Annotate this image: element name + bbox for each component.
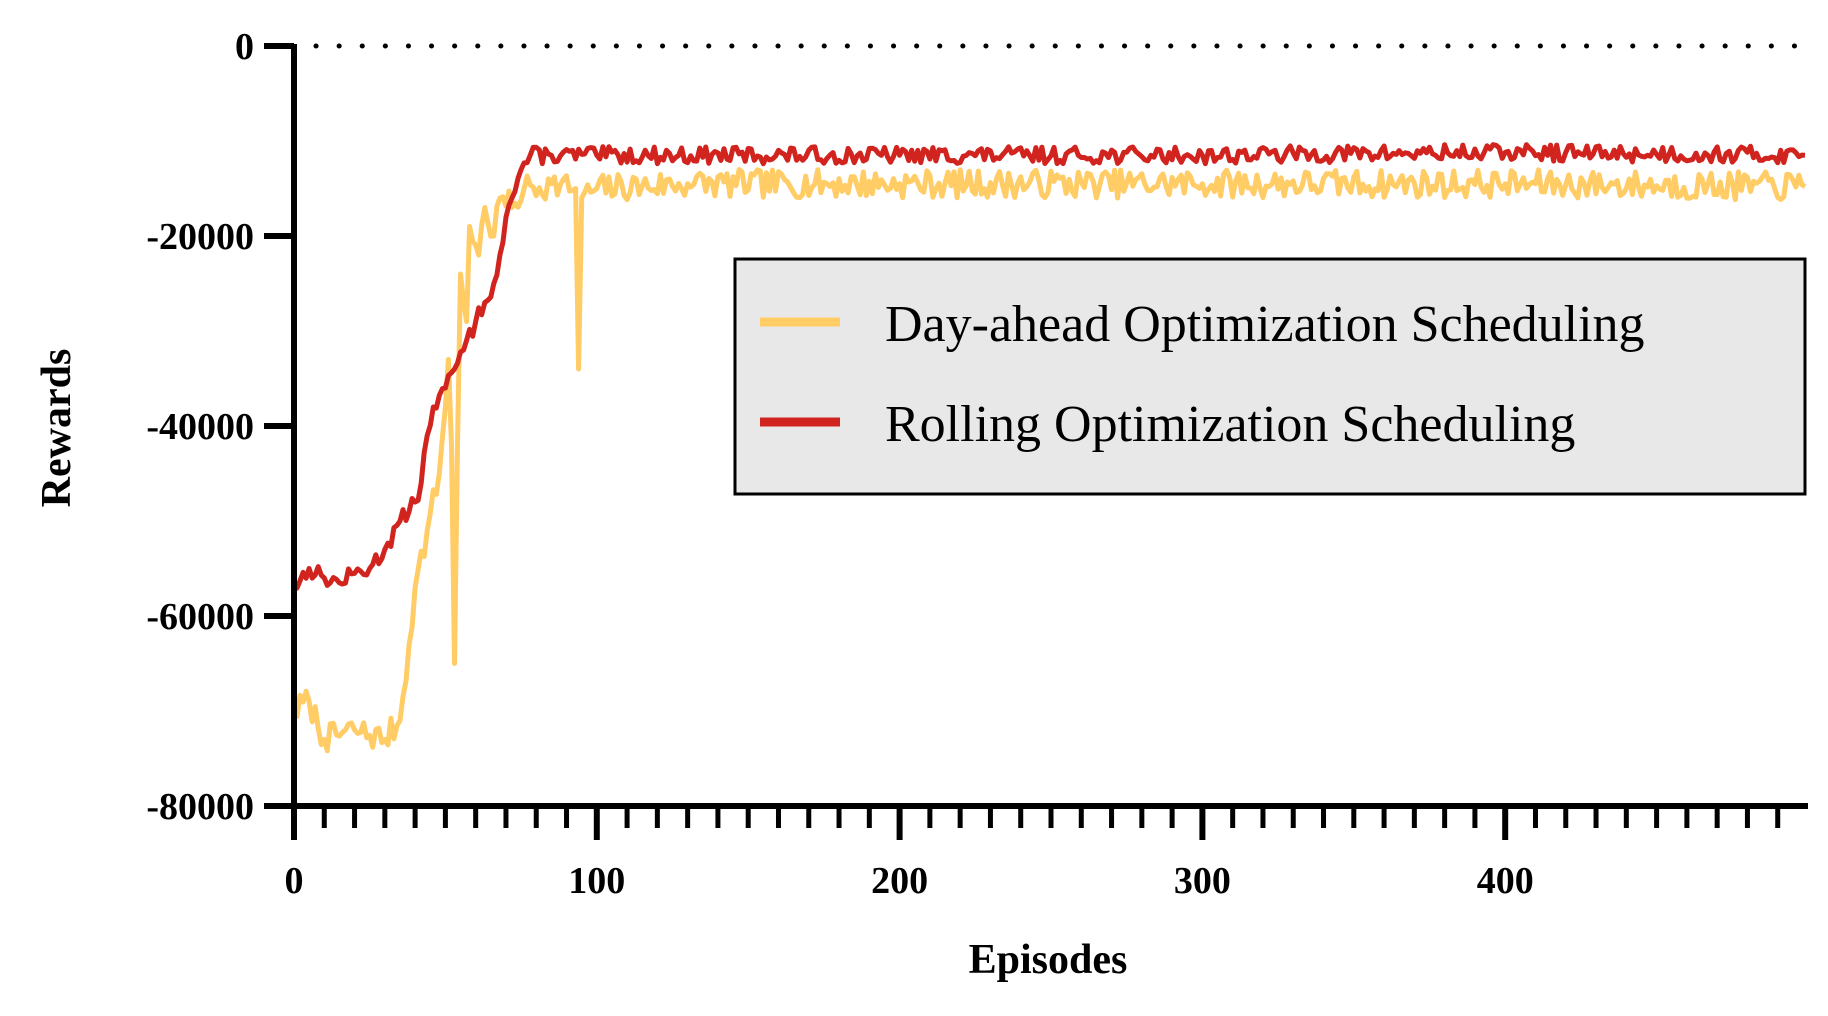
legend-box [733,257,1807,496]
x-tick-label: 100 [568,860,625,902]
legend-label-rolling: Rolling Optimization Scheduling [885,396,1575,453]
x-tick-labels: 0 100 200 300 400 [285,860,1534,902]
series-line-0 [291,167,1807,754]
x-tick-label: 200 [871,860,928,902]
axes [264,43,1808,840]
series-layer [291,142,1807,754]
x-tick-label: 400 [1477,860,1534,902]
y-tick-label: -80000 [146,786,254,828]
legend: Day-ahead Optimization Scheduling Rollin… [733,257,1807,496]
y-tick-labels: 0 -20000 -40000 -60000 -80000 [146,26,254,828]
x-tick-label: 300 [1174,860,1231,902]
y-tick-label: -60000 [146,596,254,638]
legend-label-day-ahead: Day-ahead Optimization Scheduling [885,296,1645,353]
x-tick-label: 0 [285,860,304,902]
x-axis-label: Episodes [969,937,1128,983]
y-tick-label: 0 [235,26,254,68]
series-line-1 [293,142,1806,591]
y-tick-label: -20000 [146,216,254,258]
y-tick-label: -40000 [146,406,254,448]
y-axis-label: Rewards [34,349,80,508]
